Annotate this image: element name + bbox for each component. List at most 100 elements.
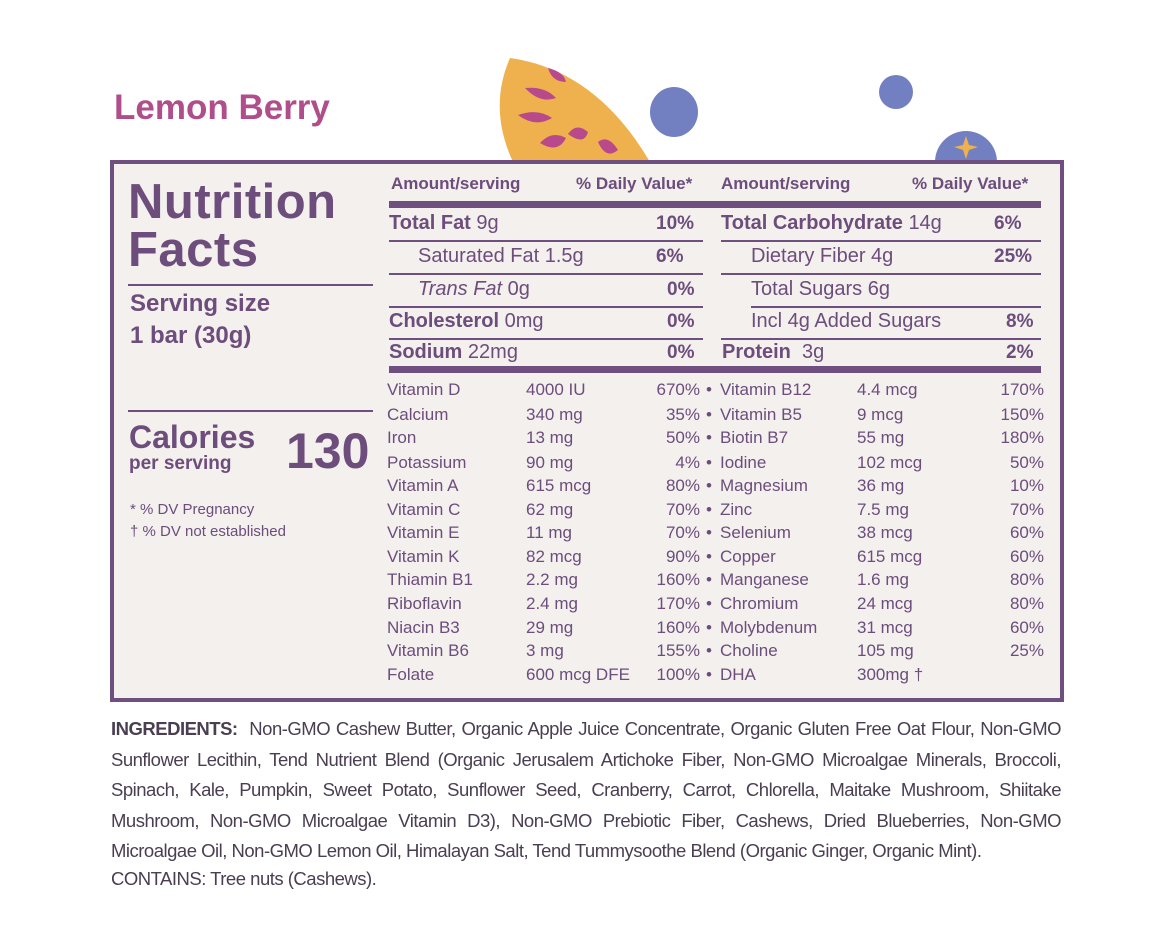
vitamin-name: Choline	[720, 641, 778, 660]
heading-divider	[128, 284, 373, 286]
bullet-separator: •	[706, 380, 712, 399]
bullet-separator: •	[706, 641, 712, 660]
nutrition-facts-heading: Nutrition Facts	[128, 175, 337, 277]
vitamin-dv: 50%	[665, 428, 700, 447]
heading-line-1: Nutrition	[128, 175, 337, 229]
nutrient-total-sugars: Total Sugars 6g	[751, 278, 890, 300]
vitamin-name: Selenium	[720, 523, 791, 542]
vitamin-dv: 155%	[656, 641, 700, 660]
left-header-amount: Amount/serving	[391, 174, 521, 193]
dv-saturated-fat: 6%	[656, 246, 684, 267]
vitamin-name: Vitamin E	[387, 523, 460, 542]
bullet-separator: •	[706, 428, 712, 447]
vitamin-amount: 4.4 mcg	[857, 380, 918, 399]
vitamin-name: Folate	[387, 665, 435, 684]
vitamin-amount: 62 mg	[526, 500, 574, 519]
vitamin-dv: 180%	[1000, 428, 1044, 447]
dv-total-carbohydrate: 6%	[994, 213, 1022, 234]
vitamin-amount: 11 mg	[526, 523, 572, 542]
vitamin-amount: 2.4 mg	[526, 594, 578, 613]
vitamin-amount: 615 mcg	[526, 476, 592, 495]
vitamin-amount: 36 mg	[857, 476, 905, 495]
vitamin-amount: 90 mg	[526, 453, 574, 472]
dv-cholesterol: 0%	[667, 311, 695, 332]
heading-line-2: Facts	[128, 223, 259, 277]
nutrient-added-sugars: Incl 4g Added Sugars	[751, 310, 942, 332]
vitamin-dv: 170%	[1000, 380, 1044, 399]
vitamin-amount: 9 mcg	[857, 405, 904, 424]
vitamin-dv: 10%	[1009, 476, 1044, 495]
vitamin-dv: 100%	[656, 665, 700, 684]
vitamin-dv: 70%	[665, 523, 700, 542]
vitamins-rule	[389, 366, 1041, 373]
bullet-separator: •	[706, 453, 712, 472]
dv-added-sugars: 8%	[1006, 311, 1034, 332]
vitamin-amount: 31 mcg	[857, 618, 913, 637]
nutrient-cholesterol: Cholesterol 0mg	[389, 310, 544, 332]
product-title: Lemon Berry	[114, 88, 330, 127]
vitamin-dv: 4%	[675, 453, 700, 472]
dv-protein: 2%	[1006, 342, 1034, 363]
vitamin-name: Vitamin A	[387, 476, 459, 495]
nutrient-saturated-fat: Saturated Fat 1.5g	[418, 245, 584, 267]
vitamin-amount: 24 mcg	[857, 594, 913, 613]
vitamin-name: Iodine	[720, 453, 767, 472]
vitamin-amount: 2.2 mg	[526, 570, 578, 589]
dv-sodium: 0%	[667, 342, 695, 363]
ingredients-text: Non-GMO Cashew Butter, Organic Apple Jui…	[111, 718, 1062, 861]
vitamin-name: Vitamin D	[387, 380, 461, 399]
vitamin-dv: 160%	[656, 570, 700, 589]
vitamin-dv: 80%	[1009, 594, 1044, 613]
row-divider	[389, 240, 703, 242]
vitamin-dv: 25%	[1009, 641, 1044, 660]
nutrient-sodium: Sodium 22mg	[389, 341, 518, 363]
vitamin-dv: 80%	[665, 476, 700, 495]
vitamin-name: Manganese	[720, 570, 809, 589]
vitamin-name: Riboflavin	[387, 594, 462, 613]
vitamin-dv: 70%	[665, 500, 700, 519]
vitamin-dv: 35%	[665, 405, 700, 424]
blueberry-icon	[650, 87, 698, 137]
bullet-separator: •	[706, 570, 712, 589]
vitamin-amount: 615 mcg	[857, 547, 923, 566]
vitamin-dv: 170%	[656, 594, 700, 613]
vitamin-amount: 300mg †	[857, 665, 924, 684]
nutrient-protein: Protein 3g	[722, 341, 825, 363]
row-divider	[721, 240, 1041, 242]
vitamin-name: Calcium	[387, 405, 449, 424]
vitamin-amount: 7.5 mg	[857, 500, 909, 519]
vitamin-name: DHA	[720, 665, 756, 684]
vitamin-name: Thiamin B1	[387, 570, 473, 589]
calories-value: 130	[286, 423, 370, 479]
serving-label: Serving size	[130, 290, 271, 317]
nutrient-trans-fat: Trans Fat 0g	[418, 278, 530, 300]
row-divider	[721, 338, 1041, 340]
vitamin-name: Magnesium	[720, 476, 808, 495]
row-divider	[389, 338, 703, 340]
vitamin-dv: 80%	[1009, 570, 1044, 589]
vitamin-dv: 70%	[1009, 500, 1044, 519]
vitamin-name: Iron	[387, 428, 417, 447]
header-rule	[389, 201, 1041, 208]
vitamin-amount: 3 mg	[526, 641, 564, 660]
vitamin-name: Zinc	[720, 500, 753, 519]
bullet-separator: •	[706, 476, 712, 495]
bullet-separator: •	[706, 523, 712, 542]
vitamin-dv: 60%	[1009, 523, 1044, 542]
vitamin-name: Molybdenum	[720, 618, 818, 637]
bullet-separator: •	[706, 500, 712, 519]
nutrient-total-carbohydrate: Total Carbohydrate 14g	[721, 212, 942, 234]
bullet-separator: •	[706, 618, 712, 637]
lemon-slice-icon	[499, 58, 650, 162]
nutrient-total-fat: Total Fat 9g	[389, 212, 499, 234]
vitamin-amount: 4000 IU	[526, 380, 586, 399]
bullet-separator: •	[706, 594, 712, 613]
nutrient-dietary-fiber: Dietary Fiber 4g	[751, 245, 894, 267]
nutrition-panel	[110, 160, 1064, 702]
vitamin-name: Chromium	[720, 594, 799, 613]
blueberry-crown-icon	[935, 131, 997, 162]
ingredients-block: INGREDIENTS: Non-GMO Cashew Butter, Orga…	[111, 714, 1062, 867]
row-divider	[389, 273, 703, 275]
vitamin-amount: 600 mcg DFE	[526, 665, 630, 684]
left-header-dv: % Daily Value*	[576, 174, 693, 193]
